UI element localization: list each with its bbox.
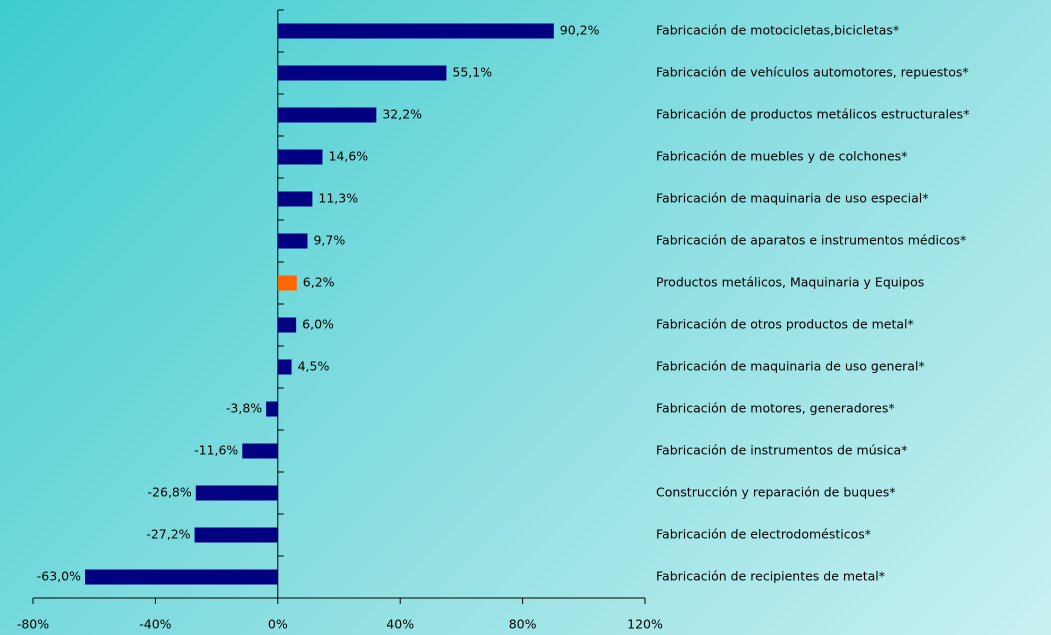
x-tick-label: 40% (386, 617, 414, 632)
bar (85, 569, 278, 585)
x-tick-label: -40% (139, 617, 171, 632)
bar (195, 485, 278, 501)
value-label: -63,0% (37, 569, 81, 584)
bar (242, 443, 278, 459)
category-label: Fabricación de motocicletas,bicicletas* (656, 23, 899, 38)
bar (277, 107, 377, 123)
category-label: Construcción y reparación de buques* (656, 485, 896, 500)
bar (277, 233, 308, 249)
category-label: Fabricación de maquinaria de uso general… (656, 359, 925, 374)
category-label: Fabricación de instrumentos de música* (656, 443, 907, 458)
category-label: Fabricación de muebles y de colchones* (656, 149, 907, 164)
value-label: 9,7% (313, 233, 345, 248)
x-tick-label: 80% (509, 617, 537, 632)
value-label: 4,5% (298, 359, 330, 374)
category-label: Fabricación de aparatos e instrumentos m… (656, 233, 966, 248)
bar (277, 275, 297, 291)
bar (277, 359, 292, 375)
value-label: 90,2% (560, 23, 600, 38)
bar (277, 65, 447, 81)
category-label: Fabricación de maquinaria de uso especia… (656, 191, 928, 206)
value-label: 11,3% (318, 191, 358, 206)
bar (194, 527, 278, 543)
value-label: -11,6% (194, 443, 238, 458)
x-tick-label: 0% (268, 617, 288, 632)
category-label: Fabricación de vehículos automotores, re… (656, 65, 969, 80)
value-label: 6,2% (303, 275, 335, 290)
bar (277, 149, 323, 165)
bar (277, 191, 313, 207)
value-label: 14,6% (328, 149, 368, 164)
category-label: Productos metálicos, Maquinaria y Equipo… (656, 275, 924, 290)
value-label: 32,2% (382, 107, 422, 122)
value-label: -27,2% (146, 527, 190, 542)
x-tick-label: -80% (17, 617, 49, 632)
value-label: 6,0% (302, 317, 334, 332)
value-label: -26,8% (148, 485, 192, 500)
bar (277, 23, 554, 39)
value-label: -3,8% (226, 401, 262, 416)
category-label: Fabricación de electrodomésticos* (656, 527, 871, 542)
category-label: Fabricación de motores, generadores* (656, 401, 895, 416)
category-label: Fabricación de otros productos de metal* (656, 317, 914, 332)
category-label: Fabricación de recipientes de metal* (656, 569, 885, 584)
x-tick-label: 120% (627, 617, 663, 632)
bar (277, 317, 297, 333)
bar (266, 401, 278, 417)
value-label: 55,1% (452, 65, 492, 80)
category-label: Fabricación de productos metálicos estru… (656, 107, 969, 122)
